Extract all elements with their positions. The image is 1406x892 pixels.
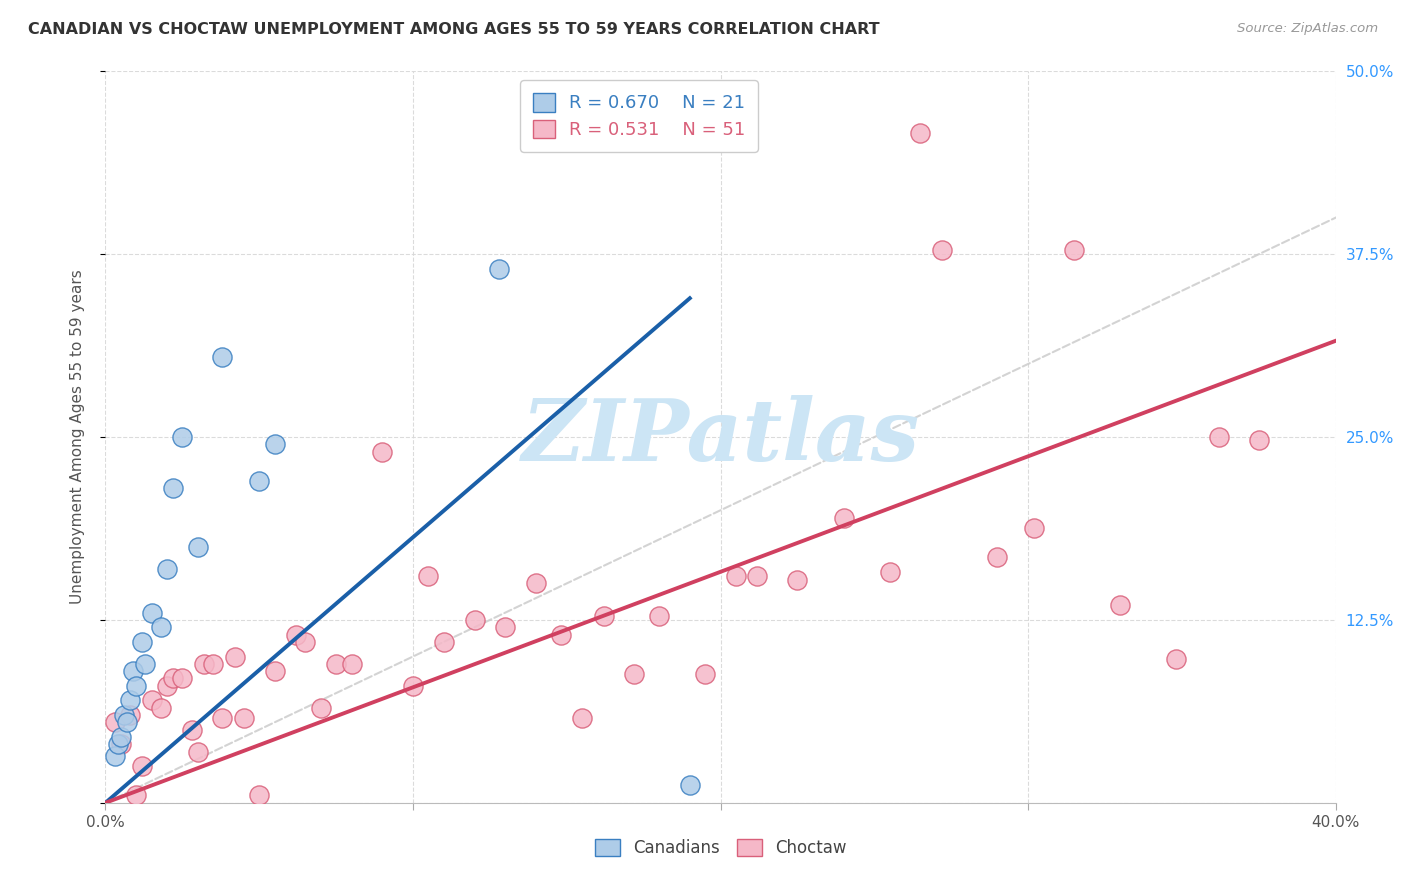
Point xyxy=(340,657,363,671)
Point xyxy=(550,627,572,641)
Point xyxy=(263,437,285,451)
Point xyxy=(193,657,215,671)
Point xyxy=(695,667,717,681)
Point xyxy=(120,708,141,723)
Point xyxy=(1247,433,1270,447)
Point xyxy=(263,664,285,678)
Point xyxy=(1208,430,1230,444)
Point xyxy=(141,606,163,620)
Point xyxy=(112,708,135,723)
Point xyxy=(623,667,645,681)
Point xyxy=(418,569,440,583)
Point xyxy=(986,549,1008,564)
Point xyxy=(104,715,127,730)
Y-axis label: Unemployment Among Ages 55 to 59 years: Unemployment Among Ages 55 to 59 years xyxy=(70,269,84,605)
Point xyxy=(494,620,516,634)
Point xyxy=(125,789,148,803)
Point xyxy=(571,711,593,725)
Point xyxy=(832,510,855,524)
Point xyxy=(910,126,932,140)
Point xyxy=(131,635,153,649)
Point xyxy=(110,737,132,751)
Point xyxy=(172,430,194,444)
Point xyxy=(325,657,347,671)
Text: CANADIAN VS CHOCTAW UNEMPLOYMENT AMONG AGES 55 TO 59 YEARS CORRELATION CHART: CANADIAN VS CHOCTAW UNEMPLOYMENT AMONG A… xyxy=(28,22,880,37)
Point xyxy=(294,635,316,649)
Point xyxy=(724,569,747,583)
Point xyxy=(115,715,138,730)
Point xyxy=(309,700,332,714)
Point xyxy=(524,576,547,591)
Point xyxy=(149,700,172,714)
Point xyxy=(285,627,308,641)
Point xyxy=(104,749,127,764)
Point xyxy=(180,723,202,737)
Text: ZIPatlas: ZIPatlas xyxy=(522,395,920,479)
Point xyxy=(433,635,456,649)
Point xyxy=(1024,521,1046,535)
Point xyxy=(1063,243,1085,257)
Point xyxy=(592,608,614,623)
Point xyxy=(464,613,486,627)
Point xyxy=(371,444,394,458)
Point xyxy=(141,693,163,707)
Point xyxy=(149,620,172,634)
Point xyxy=(786,574,808,588)
Point xyxy=(156,562,179,576)
Point xyxy=(134,657,156,671)
Point xyxy=(402,679,425,693)
Point xyxy=(211,350,233,364)
Point xyxy=(202,657,225,671)
Point xyxy=(1109,599,1132,613)
Point xyxy=(162,481,184,495)
Point xyxy=(488,261,510,276)
Point xyxy=(107,737,129,751)
Point xyxy=(110,730,132,744)
Point xyxy=(232,711,254,725)
Point xyxy=(172,672,194,686)
Legend: Canadians, Choctaw: Canadians, Choctaw xyxy=(588,832,853,864)
Point xyxy=(120,693,141,707)
Point xyxy=(156,679,179,693)
Point xyxy=(247,789,270,803)
Point xyxy=(162,672,184,686)
Point xyxy=(187,540,209,554)
Point xyxy=(122,664,145,678)
Point xyxy=(931,243,953,257)
Point xyxy=(679,778,702,792)
Point xyxy=(211,711,233,725)
Point xyxy=(879,565,901,579)
Point xyxy=(125,679,148,693)
Text: Source: ZipAtlas.com: Source: ZipAtlas.com xyxy=(1237,22,1378,36)
Point xyxy=(224,649,246,664)
Point xyxy=(187,745,209,759)
Point xyxy=(648,608,671,623)
Point xyxy=(1164,652,1187,666)
Point xyxy=(747,569,769,583)
Point xyxy=(131,759,153,773)
Point xyxy=(247,474,270,488)
